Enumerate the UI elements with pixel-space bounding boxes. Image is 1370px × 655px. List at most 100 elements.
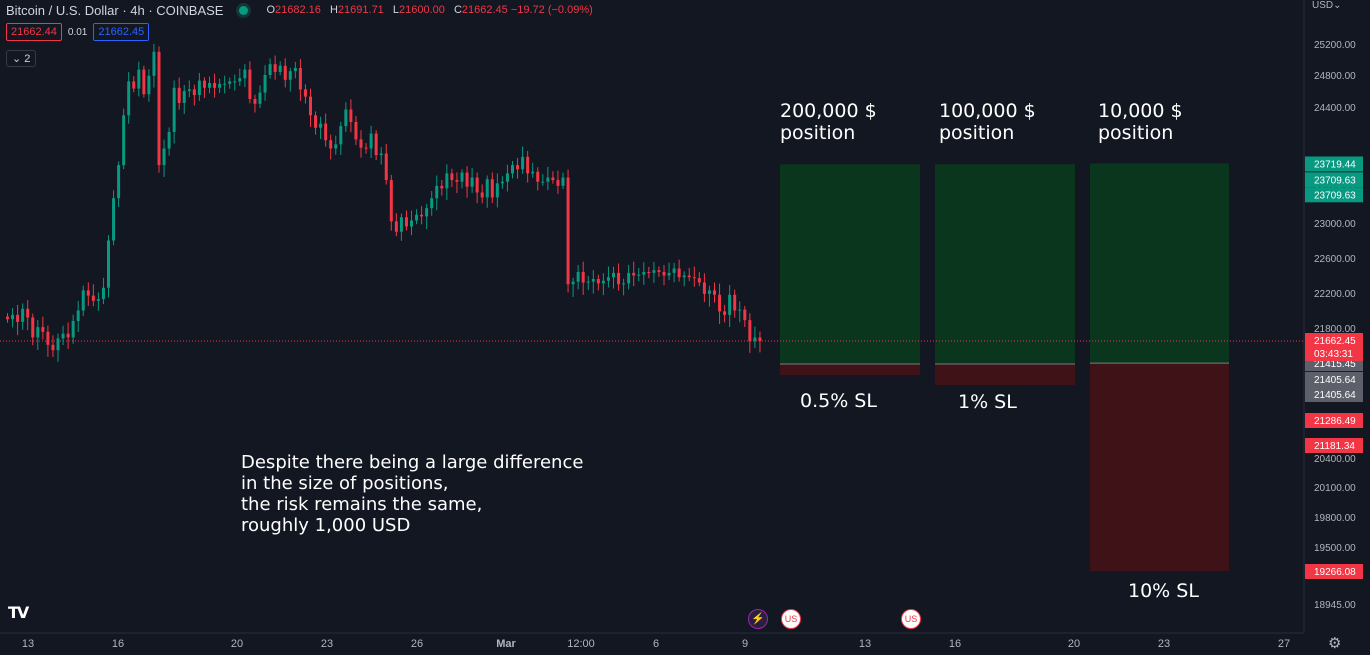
candle-body[interactable] <box>435 185 439 199</box>
sell-button[interactable]: 21662.44 <box>6 23 62 41</box>
candle-body[interactable] <box>31 317 35 338</box>
candle-body[interactable] <box>677 268 681 278</box>
candle-body[interactable] <box>521 156 525 170</box>
candle-body[interactable] <box>526 156 530 174</box>
candle-body[interactable] <box>91 295 95 301</box>
candle-body[interactable] <box>622 283 626 285</box>
candle-body[interactable] <box>379 153 383 156</box>
candle-body[interactable] <box>96 299 100 301</box>
candle-body[interactable] <box>718 294 722 312</box>
profit-zone[interactable] <box>780 164 920 364</box>
profit-zone[interactable] <box>1090 163 1229 364</box>
candle-body[interactable] <box>167 131 171 149</box>
candle-body[interactable] <box>137 69 141 89</box>
candle-body[interactable] <box>218 83 222 88</box>
loss-zone[interactable] <box>780 364 920 375</box>
candle-body[interactable] <box>561 177 565 186</box>
candle-body[interactable] <box>344 109 348 127</box>
candle-body[interactable] <box>485 179 489 198</box>
candle-body[interactable] <box>500 181 504 184</box>
candle-body[interactable] <box>71 321 75 338</box>
candle-body[interactable] <box>536 171 540 182</box>
candle-body[interactable] <box>702 282 706 294</box>
us-flag-event-icon[interactable]: US <box>901 609 921 629</box>
candle-body[interactable] <box>591 279 595 282</box>
candle-body[interactable] <box>162 148 166 166</box>
buy-button[interactable]: 21662.45 <box>93 23 150 41</box>
symbol-title[interactable]: Bitcoin / U.S. Dollar · 4h · COINBASE <box>6 2 224 18</box>
candle-body[interactable] <box>202 80 206 88</box>
loss-zone[interactable] <box>1090 363 1229 571</box>
candle-body[interactable] <box>445 173 449 189</box>
candle-body[interactable] <box>107 240 110 288</box>
candle-body[interactable] <box>298 68 302 90</box>
tradingview-logo[interactable]: TV <box>8 603 29 622</box>
candle-body[interactable] <box>309 96 312 116</box>
candle-body[interactable] <box>728 294 732 315</box>
candle-body[interactable] <box>369 133 373 149</box>
candle-body[interactable] <box>56 338 60 351</box>
candle-body[interactable] <box>152 51 156 76</box>
candle-body[interactable] <box>112 198 116 241</box>
candle-body[interactable] <box>404 217 408 227</box>
candle-body[interactable] <box>511 165 514 174</box>
candle-body[interactable] <box>647 272 651 273</box>
candle-body[interactable] <box>233 81 237 83</box>
candle-body[interactable] <box>505 173 509 182</box>
candle-body[interactable] <box>420 214 424 217</box>
candle-body[interactable] <box>374 133 378 156</box>
candle-body[interactable] <box>460 172 464 182</box>
candle-body[interactable] <box>76 310 80 322</box>
candle-body[interactable] <box>642 272 646 275</box>
candle-body[interactable] <box>576 272 580 282</box>
candle-body[interactable] <box>758 337 762 342</box>
loss-zone[interactable] <box>935 364 1075 385</box>
candle-body[interactable] <box>490 179 494 198</box>
candle-body[interactable] <box>415 214 419 221</box>
candle-body[interactable] <box>546 177 550 182</box>
candle-body[interactable] <box>566 177 570 285</box>
candle-body[interactable] <box>117 165 121 199</box>
candle-body[interactable] <box>238 78 242 82</box>
candle-body[interactable] <box>172 87 176 132</box>
us-flag-event-icon[interactable]: US <box>781 609 801 629</box>
candle-body[interactable] <box>248 69 252 99</box>
candle-body[interactable] <box>157 51 161 166</box>
candle-body[interactable] <box>147 75 151 95</box>
candle-body[interactable] <box>61 333 65 339</box>
candle-body[interactable] <box>122 115 126 166</box>
candle-body[interactable] <box>258 92 262 104</box>
candle-body[interactable] <box>541 181 545 183</box>
candle-body[interactable] <box>243 69 247 79</box>
candle-body[interactable] <box>101 287 105 300</box>
candle-body[interactable] <box>228 81 232 84</box>
candle-body[interactable] <box>213 83 217 88</box>
candle-body[interactable] <box>738 309 742 311</box>
currency-selector[interactable]: USD⌄ <box>1312 0 1342 11</box>
candle-body[interactable] <box>6 316 9 320</box>
candle-body[interactable] <box>596 279 600 284</box>
indicators-toggle[interactable]: ⌄ 2 <box>6 50 37 67</box>
candle-body[interactable] <box>612 272 615 278</box>
candle-body[interactable] <box>394 221 398 232</box>
candle-body[interactable] <box>581 272 585 283</box>
candle-body[interactable] <box>662 272 666 276</box>
candle-body[interactable] <box>733 294 737 311</box>
candle-body[interactable] <box>334 144 338 149</box>
candle-body[interactable] <box>16 314 20 322</box>
lightning-event-icon[interactable]: ⚡ <box>748 609 768 629</box>
candle-body[interactable] <box>132 81 136 89</box>
candle-body[interactable] <box>384 153 388 181</box>
candle-body[interactable] <box>182 91 186 103</box>
candle-body[interactable] <box>142 69 146 95</box>
candle-body[interactable] <box>36 327 40 338</box>
candle-body[interactable] <box>723 311 727 315</box>
candle-body[interactable] <box>692 277 696 279</box>
candle-body[interactable] <box>389 180 393 222</box>
candle-body[interactable] <box>495 183 499 198</box>
candle-body[interactable] <box>208 83 211 88</box>
candle-body[interactable] <box>66 333 70 338</box>
candle-body[interactable] <box>440 185 444 189</box>
candle-body[interactable] <box>475 177 479 193</box>
